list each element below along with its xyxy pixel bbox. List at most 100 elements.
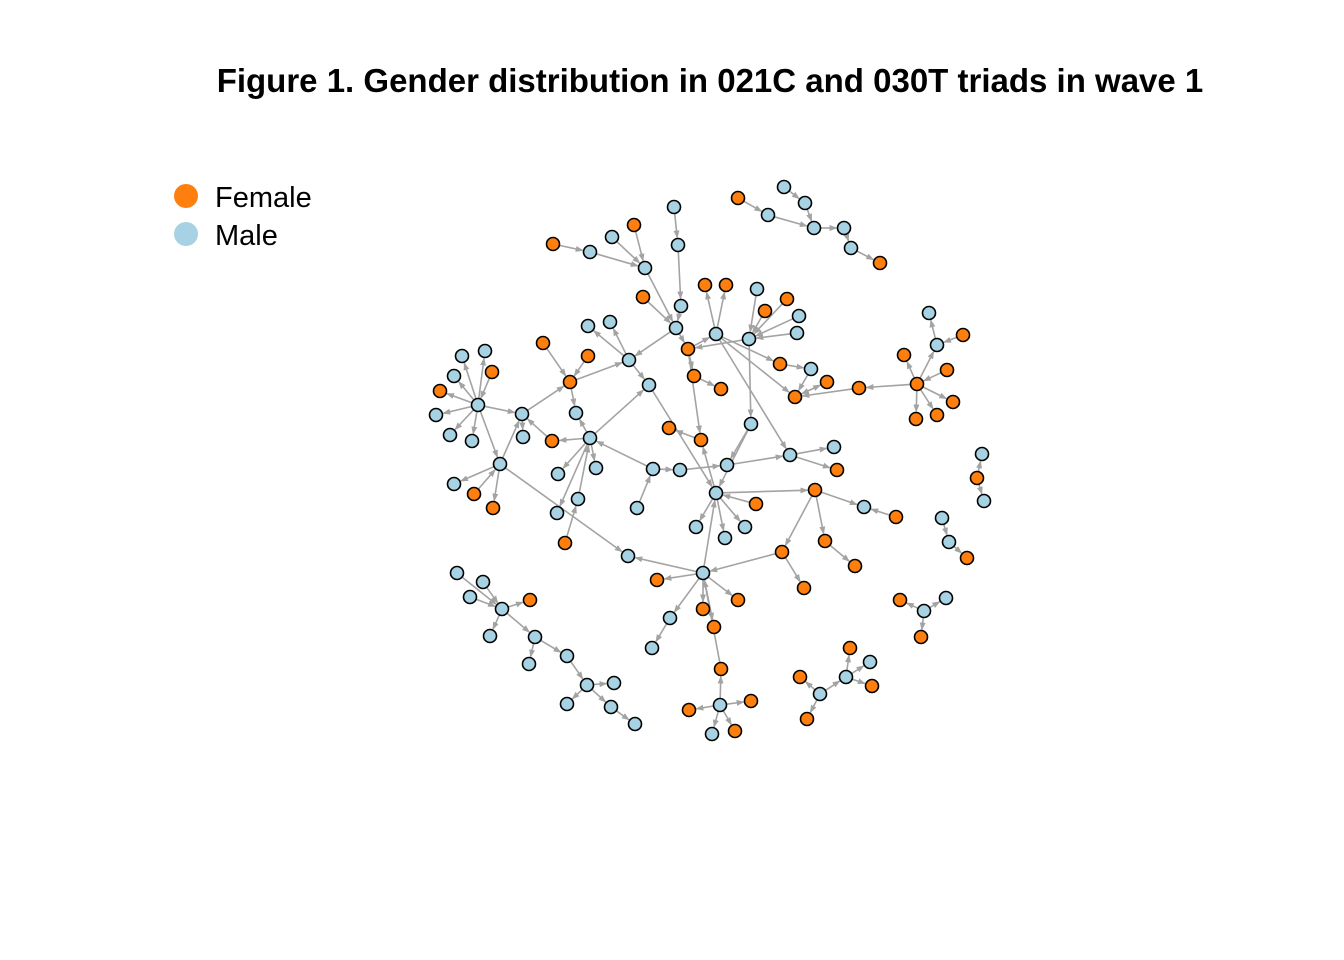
edge	[484, 405, 516, 415]
node-female	[799, 711, 815, 727]
node-male	[789, 325, 805, 341]
edge	[688, 355, 702, 434]
edge	[632, 364, 645, 380]
edge	[717, 675, 724, 699]
edge	[796, 446, 828, 455]
node-male	[602, 314, 618, 330]
node-male	[588, 460, 604, 476]
node-male	[462, 589, 478, 605]
node-male	[464, 433, 480, 449]
node-female	[718, 277, 734, 293]
edge	[722, 493, 750, 504]
node-male	[938, 590, 954, 606]
node-female	[748, 496, 764, 512]
edge	[595, 253, 639, 267]
node-male	[916, 603, 932, 619]
edge	[752, 316, 763, 334]
edge	[801, 388, 853, 398]
edge	[786, 363, 805, 370]
edge	[655, 623, 668, 643]
edge	[913, 390, 920, 413]
node-male	[782, 447, 798, 463]
node-male	[620, 548, 636, 564]
edge	[566, 505, 577, 538]
node-male	[629, 500, 645, 516]
figure-title: Figure 1. Gender distribution in 021C an…	[217, 62, 1204, 99]
edge	[784, 495, 813, 547]
edge	[929, 601, 941, 609]
edge	[675, 429, 696, 439]
edge	[575, 361, 623, 381]
edge	[677, 251, 684, 300]
edge	[659, 466, 674, 473]
edge	[703, 499, 717, 567]
edge	[638, 474, 651, 503]
node-female	[697, 277, 713, 293]
node-female	[774, 544, 790, 560]
node-male	[668, 320, 684, 336]
node-male	[644, 640, 660, 656]
edge	[573, 360, 585, 377]
edge	[463, 362, 477, 400]
legend-label-male: Male	[215, 220, 278, 252]
edge	[851, 665, 865, 675]
node-male	[446, 476, 462, 492]
edge	[718, 339, 787, 450]
edge	[676, 312, 683, 322]
edge	[800, 384, 822, 395]
node-female	[955, 327, 971, 343]
node-female	[892, 592, 908, 608]
node-female	[847, 558, 863, 574]
edge	[479, 410, 499, 458]
node-male	[559, 696, 575, 712]
node-female	[929, 407, 945, 423]
edge	[616, 240, 641, 264]
legend-label-female: Female	[215, 182, 312, 214]
edge	[843, 233, 850, 242]
edge	[486, 586, 499, 604]
node-male	[582, 244, 598, 260]
edge	[546, 347, 567, 377]
node-male	[708, 326, 724, 342]
edge	[707, 576, 733, 597]
node-male	[974, 446, 990, 462]
edge	[851, 678, 866, 685]
node-male	[641, 377, 657, 393]
node-female	[562, 374, 578, 390]
edge	[722, 487, 809, 494]
node-female	[743, 693, 759, 709]
edge	[591, 688, 607, 703]
node-female	[686, 368, 702, 384]
edge	[454, 409, 475, 431]
node-male	[666, 199, 682, 215]
edge	[865, 383, 911, 391]
node-male	[550, 466, 566, 482]
edge	[712, 711, 720, 728]
node-male	[475, 574, 491, 590]
node-male	[941, 534, 957, 550]
edge	[747, 345, 754, 418]
node-female	[727, 723, 743, 739]
edge	[953, 545, 963, 554]
edge	[504, 467, 623, 553]
node-male	[454, 348, 470, 364]
edge	[748, 295, 757, 333]
edge	[694, 339, 743, 350]
edge	[716, 499, 726, 532]
edge	[820, 491, 858, 506]
edge	[558, 436, 584, 443]
node-female	[706, 619, 722, 635]
edge	[726, 699, 745, 706]
node-female	[545, 236, 561, 252]
edge	[673, 213, 680, 239]
node-male	[582, 430, 598, 446]
node-male	[621, 352, 637, 368]
node-male	[527, 629, 543, 645]
edge	[718, 429, 749, 488]
node-male	[976, 493, 992, 509]
node-female	[896, 347, 912, 363]
node-female	[730, 592, 746, 608]
node-female	[681, 702, 697, 718]
node-male	[838, 669, 854, 685]
edge	[590, 444, 597, 462]
